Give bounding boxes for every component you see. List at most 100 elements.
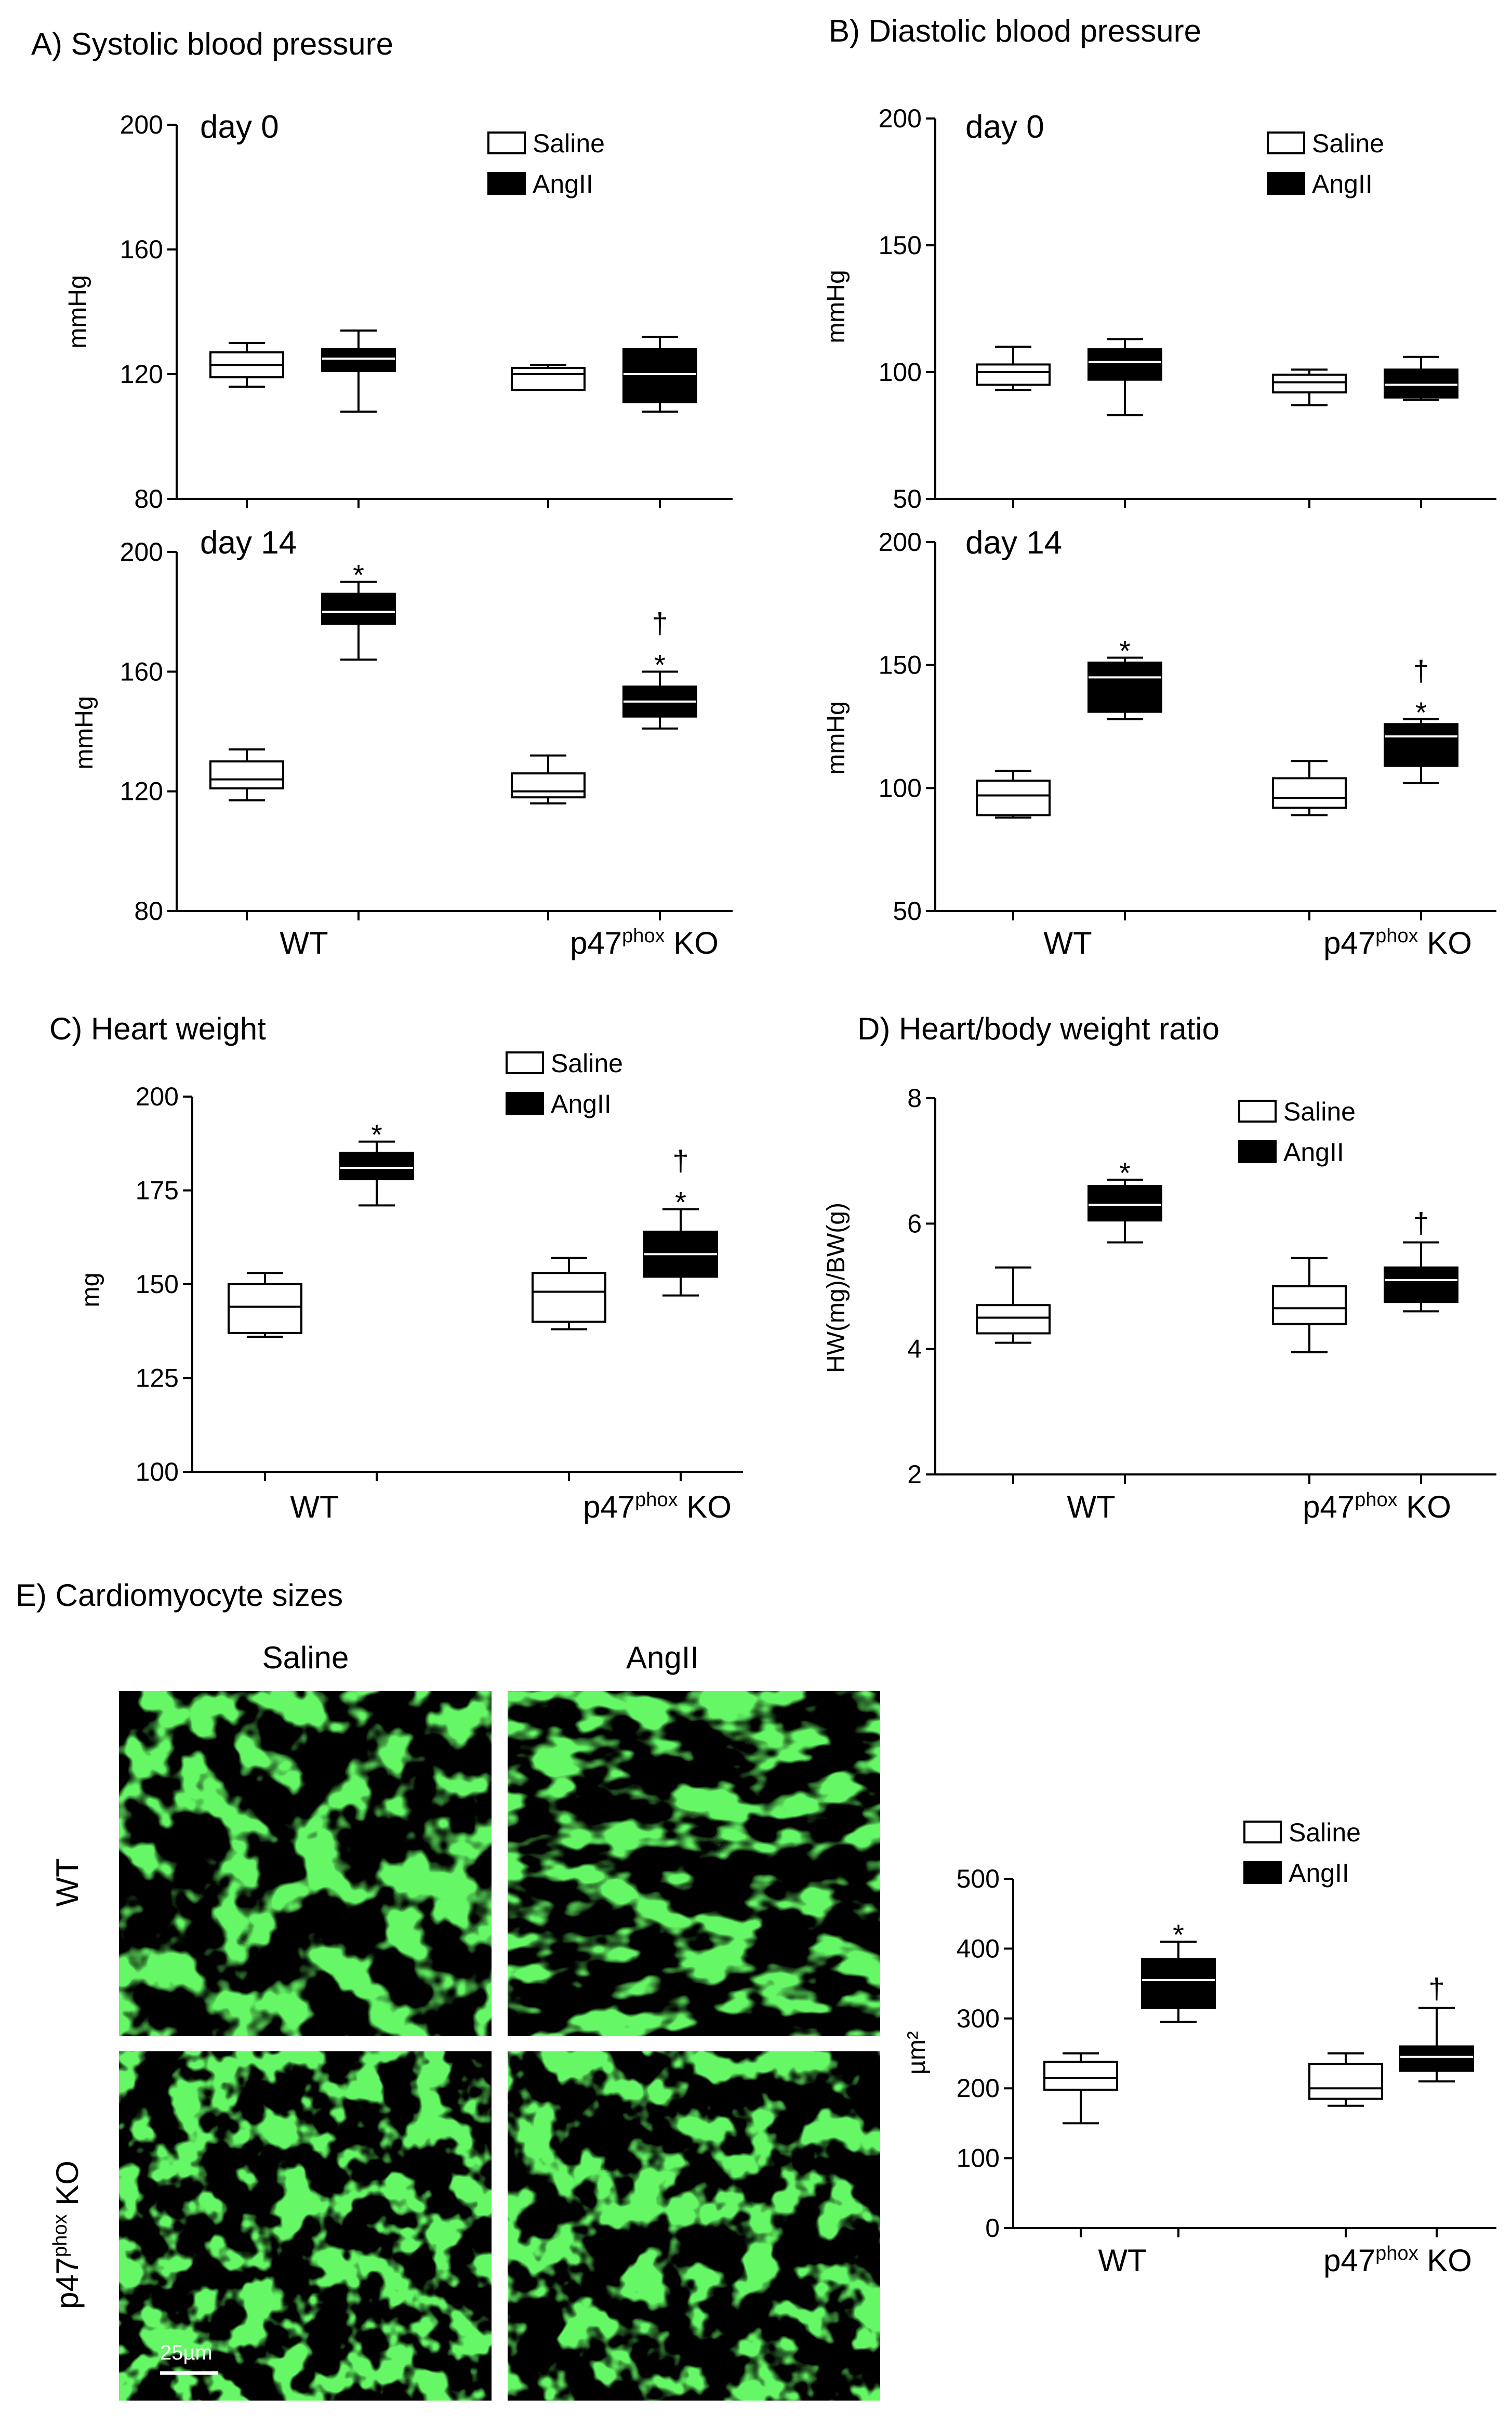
- legend-label-saline: Saline: [1312, 129, 1384, 158]
- y-tick-label: 50: [893, 484, 922, 513]
- box-saline: [976, 346, 1051, 391]
- y-tick-label: 200: [879, 104, 922, 133]
- y-axis-label: mg: [77, 1273, 104, 1308]
- box-saline: [976, 770, 1051, 819]
- legend-label-angii: AngII: [551, 1089, 612, 1118]
- box-angii: †: [1399, 1972, 1474, 2083]
- chart-cardiomyocyte_size: E) Cardiomyocyte sizes 0 100 200 300 400 500 µm…: [16, 1578, 1496, 2278]
- group-label-ko-tail: KO: [1418, 2243, 1472, 2278]
- box-saline: [1043, 2052, 1118, 2125]
- y-axis-label: mmHg: [823, 701, 850, 774]
- legend-swatch-angii: [487, 172, 526, 195]
- legend: Saline AngII: [1238, 1097, 1356, 1167]
- y-tick-label: 6: [907, 1209, 922, 1238]
- box-saline: [209, 748, 284, 801]
- box-iqr: [1308, 2063, 1383, 2100]
- legend-label-saline: Saline: [1289, 1818, 1361, 1847]
- box-iqr: [1272, 1285, 1347, 1325]
- y-axis-label: mmHg: [71, 696, 98, 769]
- group-label-ko-tail: KO: [678, 1490, 732, 1524]
- box-angii: *: [1087, 1156, 1162, 1244]
- group-label-ko-tail: KO: [1418, 926, 1472, 960]
- y-tick-label: 80: [134, 484, 163, 513]
- legend-swatch-angii: [1267, 172, 1305, 195]
- legend-swatch-saline: [506, 1051, 544, 1074]
- y-tick-label: 100: [879, 358, 922, 387]
- box-iqr: [532, 1272, 606, 1323]
- significance-star: *: [675, 1186, 686, 1219]
- y-tick-label: 120: [120, 360, 163, 389]
- box-saline: [532, 1257, 606, 1330]
- box-saline: [1272, 368, 1347, 406]
- chart-subtitle: day 14: [200, 525, 297, 561]
- group-label-wt: WT: [1098, 2243, 1146, 2278]
- legend-swatch-saline: [1238, 1100, 1277, 1123]
- group-label-ko-tail: KO: [665, 926, 719, 960]
- significance-dagger: †: [672, 1144, 688, 1177]
- y-tick-label: 160: [120, 657, 163, 686]
- y-tick-label: 300: [957, 2004, 1000, 2033]
- y-axis-label: HW(mg)/BW(g): [823, 1203, 850, 1373]
- group-label-ko-tail: KO: [1398, 1490, 1451, 1524]
- chart-title: C) Heart weight: [49, 1011, 266, 1046]
- chart-dbp_day0: B) Diastolic blood pressure day 0 50 100 150…: [823, 14, 1496, 513]
- legend-label-saline: Saline: [533, 129, 605, 158]
- chart-title: E) Cardiomyocyte sizes: [16, 1578, 343, 1613]
- significance-star: *: [1173, 1918, 1184, 1951]
- significance-star: *: [1119, 634, 1131, 667]
- legend-label-angii: AngII: [1283, 1138, 1344, 1167]
- box-angii: [321, 330, 396, 413]
- y-tick-label: 200: [136, 1082, 179, 1111]
- box-iqr: [1272, 777, 1347, 809]
- significance-star: *: [371, 1118, 382, 1151]
- y-tick-label: 100: [136, 1457, 179, 1486]
- box-saline: [1272, 1257, 1347, 1353]
- legend-swatch-angii: [1238, 1140, 1277, 1163]
- micrograph-row-wt: WT: [50, 1858, 85, 1906]
- box-iqr: [1043, 2061, 1118, 2091]
- legend-swatch-angii: [506, 1092, 544, 1115]
- box-iqr: [622, 348, 697, 403]
- y-tick-label: 80: [134, 897, 163, 926]
- group-label-wt: WT: [1067, 1490, 1115, 1524]
- y-tick-label: 0: [985, 2213, 1000, 2243]
- significance-star: *: [353, 559, 364, 591]
- y-axis-label: µm²: [903, 2031, 931, 2075]
- box-saline: [228, 1272, 302, 1338]
- y-tick-label: 200: [120, 537, 163, 566]
- legend-label-angii: AngII: [1312, 169, 1373, 199]
- box-angii: *†: [643, 1144, 718, 1297]
- box-iqr: [1384, 1266, 1458, 1303]
- y-tick-label: 120: [120, 777, 163, 806]
- box-saline: [209, 342, 284, 388]
- box-iqr: [976, 363, 1051, 386]
- legend: Saline AngII: [1243, 1818, 1361, 1888]
- box-angii: *: [1141, 1918, 1216, 2023]
- y-tick-label: 200: [957, 2074, 1000, 2103]
- micrograph-wt-saline: [119, 1691, 492, 2036]
- legend: Saline AngII: [506, 1049, 623, 1118]
- micrograph-col-saline: Saline: [262, 1640, 349, 1675]
- box-iqr: [1087, 1184, 1162, 1222]
- box-iqr: [1141, 1958, 1216, 2009]
- legend: Saline AngII: [1267, 129, 1384, 199]
- y-tick-label: 175: [136, 1176, 179, 1205]
- micrograph-wt-angii: [508, 1691, 880, 2036]
- box-angii: [622, 336, 697, 413]
- legend-label-angii: AngII: [533, 169, 593, 199]
- group-label-ko-sup: phox: [622, 925, 665, 947]
- box-iqr: [511, 772, 586, 799]
- box-iqr: [1272, 373, 1347, 394]
- scale-bar-label: 25µm: [160, 2341, 213, 2364]
- y-tick-label: 100: [879, 773, 922, 802]
- y-tick-label: 160: [120, 235, 163, 264]
- box-iqr: [1384, 723, 1458, 767]
- box-saline: [1272, 760, 1347, 816]
- significance-star: *: [1119, 1156, 1131, 1189]
- y-tick-label: 150: [879, 231, 922, 260]
